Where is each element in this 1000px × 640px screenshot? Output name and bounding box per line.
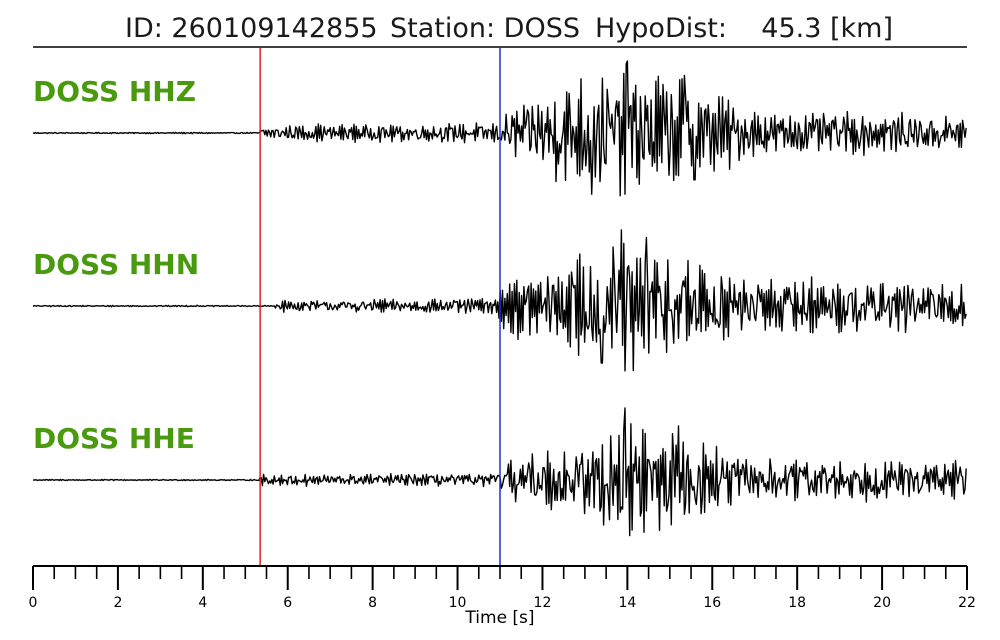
x-tick-label: 6: [283, 595, 292, 611]
x-tick-label: 8: [368, 595, 377, 611]
x-tick-label: 22: [958, 595, 976, 611]
time-axis: 0 2 4 6 8 10 12 14 16 18 20 22: [29, 565, 976, 611]
time-axis-label: Time [s]: [464, 608, 534, 628]
trace-label-hhn: DOSS HHN: [33, 248, 199, 281]
x-tick-label: 14: [618, 595, 636, 611]
x-tick-label: 2: [113, 595, 122, 611]
trace-label-hhz: DOSS HHZ: [33, 75, 196, 108]
x-tick-label: 10: [449, 595, 467, 611]
x-tick-label: 16: [703, 595, 721, 611]
event-id-title: ID: 260109142855: [125, 13, 378, 44]
station-title: Station: DOSS: [390, 13, 580, 44]
trace-label-hhe: DOSS HHE: [33, 422, 195, 455]
x-tick-label: 0: [29, 595, 38, 611]
x-tick-label: 12: [534, 595, 552, 611]
x-tick-label: 18: [788, 595, 806, 611]
x-tick-label: 20: [873, 595, 891, 611]
x-tick-label: 4: [198, 595, 207, 611]
hypodist-title: HypoDist: 45.3 [km]: [595, 13, 893, 44]
